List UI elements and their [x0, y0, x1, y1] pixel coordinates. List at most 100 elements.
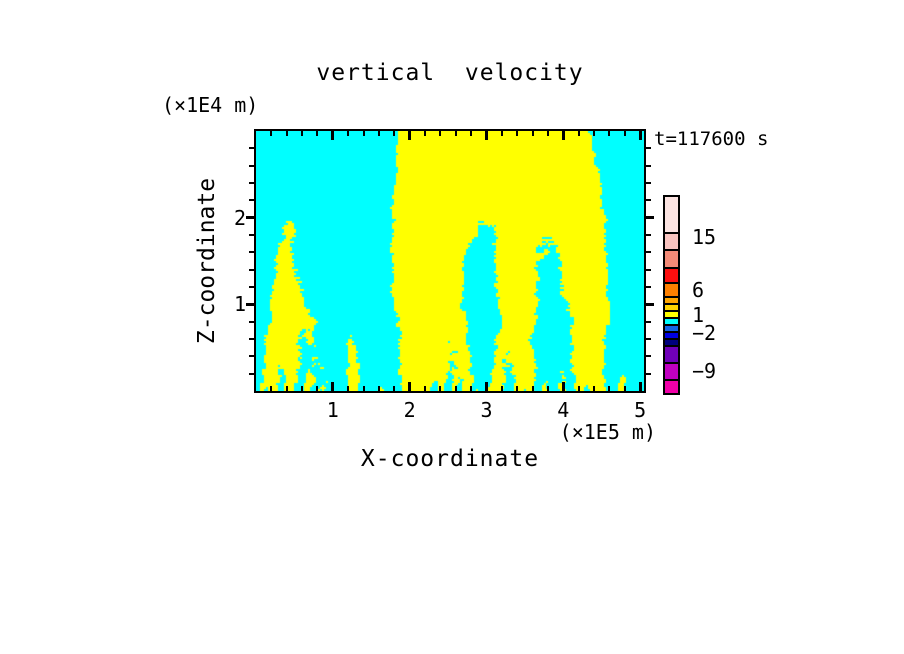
colorbar-tick-label: −2 — [692, 321, 717, 345]
axis-tick — [531, 131, 534, 136]
axis-tick — [331, 131, 335, 140]
colorbar — [663, 195, 680, 395]
axis-tick — [270, 131, 273, 136]
colorbar-segment — [665, 266, 678, 282]
axis-tick — [593, 386, 596, 391]
y-axis-title: Z-coordinate — [194, 177, 220, 345]
axis-tick — [454, 131, 457, 136]
x-axis-unit-label: (×1E5 m) — [559, 420, 656, 444]
axis-tick — [439, 386, 442, 391]
axis-tick — [439, 131, 442, 136]
axis-tick — [516, 386, 519, 391]
colorbar-tick-label: 1 — [692, 303, 705, 327]
axis-tick — [249, 199, 254, 202]
axis-tick — [424, 386, 427, 391]
colorbar-segment — [665, 362, 678, 380]
axis-tick — [577, 131, 580, 136]
colorbar-segment — [665, 302, 678, 310]
axis-tick — [546, 386, 549, 391]
x-axis-title: X-coordinate — [360, 446, 540, 472]
axis-tick — [301, 131, 304, 136]
axis-tick — [249, 338, 254, 340]
x-tick-label: 5 — [634, 398, 647, 422]
axis-tick — [593, 131, 596, 136]
axis-tick — [347, 131, 350, 136]
axis-tick — [531, 386, 534, 391]
axis-tick — [316, 131, 319, 136]
colorbar-tick-label: 6 — [692, 278, 705, 302]
colorbar-tick-label: −9 — [692, 359, 717, 383]
axis-tick — [484, 382, 488, 391]
axis-tick — [546, 131, 549, 136]
axis-tick — [249, 234, 254, 236]
axis-tick — [484, 131, 488, 140]
axis-tick — [470, 131, 473, 136]
x-tick-label: 3 — [480, 398, 493, 422]
plot-title: vertical velocity — [316, 60, 584, 86]
x-tick-label: 4 — [557, 398, 570, 422]
colorbar-segment — [665, 232, 678, 250]
axis-tick — [623, 131, 626, 136]
axis-tick — [249, 320, 254, 323]
axis-tick — [393, 386, 396, 391]
plot-area — [254, 129, 646, 393]
axis-tick — [561, 382, 565, 391]
y-axis-unit-label: (×1E4 m) — [162, 93, 259, 117]
axis-tick — [285, 386, 288, 391]
axis-tick — [470, 386, 473, 391]
axis-tick — [608, 131, 611, 136]
velocity-field-canvas — [256, 131, 644, 391]
axis-tick — [646, 234, 651, 236]
axis-tick — [646, 302, 654, 306]
axis-tick — [249, 182, 254, 184]
axis-tick — [249, 251, 254, 254]
colorbar-segment — [665, 281, 678, 296]
axis-tick — [646, 182, 651, 184]
axis-tick — [500, 386, 503, 391]
axis-tick — [561, 131, 565, 140]
axis-tick — [500, 131, 503, 136]
axis-tick — [249, 355, 254, 358]
colorbar-segment — [665, 345, 678, 363]
axis-tick — [246, 302, 254, 306]
axis-tick — [249, 164, 254, 167]
axis-tick — [316, 386, 319, 391]
axis-tick — [377, 131, 380, 136]
axis-tick — [516, 131, 519, 136]
colorbar-tick-label: 15 — [692, 225, 717, 249]
axis-tick — [646, 147, 651, 150]
axis-tick — [301, 386, 304, 391]
axis-tick — [646, 268, 651, 271]
axis-tick — [285, 131, 288, 136]
axis-tick — [347, 386, 350, 391]
colorbar-segment — [665, 323, 678, 331]
axis-tick — [249, 286, 254, 288]
axis-tick — [270, 386, 273, 391]
axis-tick — [249, 268, 254, 271]
y-tick-label: 2 — [233, 205, 246, 230]
axis-tick — [393, 131, 396, 136]
axis-tick — [646, 372, 651, 375]
colorbar-segment — [665, 309, 678, 317]
colorbar-segment — [665, 330, 678, 339]
axis-tick — [646, 286, 651, 288]
axis-tick — [377, 386, 380, 391]
colorbar-segment — [665, 316, 678, 324]
colorbar-segment — [665, 338, 678, 346]
axis-tick — [424, 131, 427, 136]
colorbar-segment — [665, 249, 678, 267]
axis-tick — [623, 386, 626, 391]
axis-tick — [638, 382, 642, 391]
x-tick-label: 1 — [326, 398, 339, 422]
axis-tick — [646, 355, 651, 358]
axis-tick — [646, 338, 651, 340]
axis-tick — [362, 131, 365, 136]
axis-tick — [638, 131, 642, 140]
axis-tick — [408, 131, 412, 140]
axis-tick — [646, 216, 654, 220]
axis-tick — [331, 382, 335, 391]
axis-tick — [608, 386, 611, 391]
axis-tick — [362, 386, 365, 391]
axis-tick — [249, 372, 254, 375]
